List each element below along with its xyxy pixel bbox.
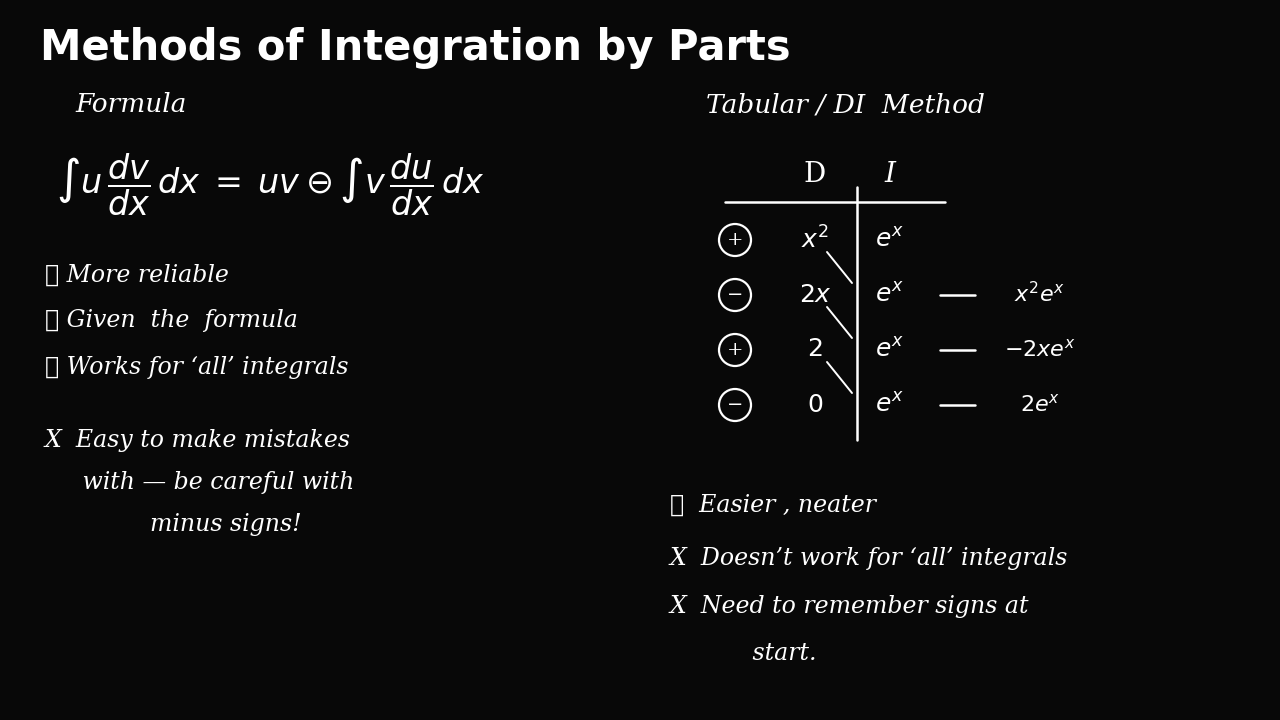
Text: ✓ More reliable: ✓ More reliable xyxy=(45,264,229,287)
Text: $x^2e^x$: $x^2e^x$ xyxy=(1014,282,1066,307)
Text: with — be careful with: with — be careful with xyxy=(45,470,355,493)
Text: $x^2$: $x^2$ xyxy=(801,226,829,253)
Text: +: + xyxy=(727,341,744,359)
Text: minus signs!: minus signs! xyxy=(45,513,302,536)
Text: +: + xyxy=(727,231,744,249)
Text: Formula: Formula xyxy=(76,92,187,117)
Text: −: − xyxy=(727,286,744,304)
Text: start.: start. xyxy=(669,642,817,665)
Text: $2x$: $2x$ xyxy=(799,284,832,307)
Text: $e^x$: $e^x$ xyxy=(876,228,905,252)
Text: X  Easy to make mistakes: X Easy to make mistakes xyxy=(45,428,351,451)
Text: X  Need to remember signs at: X Need to remember signs at xyxy=(669,595,1029,618)
Text: Tabular / DI  Method: Tabular / DI Method xyxy=(705,92,984,117)
Text: $2$: $2$ xyxy=(808,338,823,361)
Text: $e^x$: $e^x$ xyxy=(876,283,905,307)
Text: Methods of Integration by Parts: Methods of Integration by Parts xyxy=(40,27,791,69)
Text: ✓ Works for ‘all’ integrals: ✓ Works for ‘all’ integrals xyxy=(45,356,348,379)
Text: I: I xyxy=(884,161,896,189)
Text: ✓  Easier , neater: ✓ Easier , neater xyxy=(669,493,876,516)
Text: −: − xyxy=(727,396,744,414)
Text: $-2xe^x$: $-2xe^x$ xyxy=(1004,339,1076,361)
Text: $0$: $0$ xyxy=(806,394,823,416)
Text: X  Doesn’t work for ‘all’ integrals: X Doesn’t work for ‘all’ integrals xyxy=(669,546,1069,570)
Text: ✓ Given  the  formula: ✓ Given the formula xyxy=(45,310,298,333)
Text: $e^x$: $e^x$ xyxy=(876,393,905,417)
Text: $2e^x$: $2e^x$ xyxy=(1020,394,1060,416)
Text: D: D xyxy=(804,161,826,189)
Text: $e^x$: $e^x$ xyxy=(876,338,905,362)
Text: $\int u\,\dfrac{dv}{dx}\,dx \;=\; uv \ominus \int v\,\dfrac{du}{dx}\,dx$: $\int u\,\dfrac{dv}{dx}\,dx \;=\; uv \om… xyxy=(56,152,484,218)
